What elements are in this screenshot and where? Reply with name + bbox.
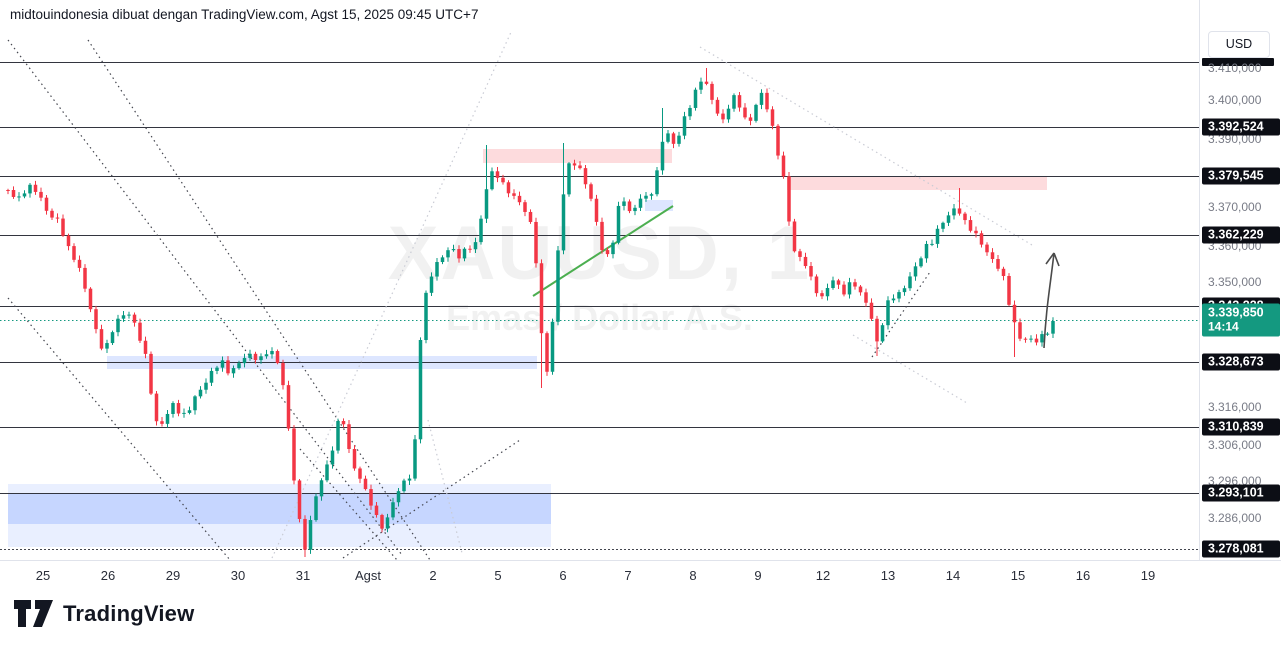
dotted-trendline[interactable] (871, 271, 931, 358)
price-level-label: 3.278,081 (1202, 540, 1280, 558)
price-axis-label: 3.370,000 (1208, 200, 1262, 214)
price-axis-label: 3.410,000 (1208, 61, 1262, 75)
attribution-text: midtouindonesia dibuat dengan TradingVie… (10, 7, 479, 22)
time-axis-label: 29 (165, 568, 181, 583)
price-axis[interactable]: 3.410,000 3.400,000 3.390,000 3.392,524 3.37… (1199, 0, 1281, 560)
price-axis-label: 3.400,000 (1208, 93, 1262, 107)
demand-zone-small (645, 200, 673, 211)
tradingview-logo-text: TradingView (63, 601, 195, 626)
up-arrow-head (1045, 252, 1060, 267)
time-axis-label: 2 (429, 568, 437, 583)
price-level-label: 3.379,545 (1202, 167, 1280, 185)
last-price-label: 3.339,850 14:14 (1202, 303, 1280, 337)
price-axis-label: 3.390,000 (1208, 132, 1262, 146)
price-axis-label: 3.316,000 (1208, 400, 1262, 414)
dotted-trendline[interactable] (87, 39, 431, 561)
time-axis[interactable]: 25 26 29 30 31 Agst 2 5 6 7 8 9 12 13 14 15 16 19 (0, 560, 1281, 591)
supply-zone-2 (787, 177, 1047, 190)
green-trendline[interactable] (532, 205, 674, 297)
clipped-price-label (1202, 58, 1274, 66)
tradingview-logo[interactable]: TradingView (14, 600, 194, 628)
time-axis-label: 25 (35, 568, 51, 583)
dotted-trendline[interactable] (7, 39, 403, 556)
time-axis-label: 30 (230, 568, 246, 583)
time-axis-label: 31 (295, 568, 311, 583)
time-axis-label: 7 (624, 568, 632, 583)
tradingview-logo-icon (14, 600, 53, 627)
price-axis-label: 3.350,000 (1208, 275, 1262, 289)
dotted-trendline[interactable] (342, 439, 521, 559)
time-axis-label: 12 (815, 568, 831, 583)
demand-zone-bottom-inner (8, 494, 551, 524)
demand-zone-bottom-outer (8, 484, 551, 547)
time-axis-label: 9 (754, 568, 762, 583)
price-level-label: 3.310,839 (1202, 418, 1280, 436)
time-axis-label: 13 (880, 568, 896, 583)
candlestick-series (6, 68, 1055, 557)
price-axis-label: 3.286,000 (1208, 511, 1262, 525)
time-axis-label: 5 (494, 568, 502, 583)
dotted-trendline[interactable] (852, 334, 968, 404)
time-axis-label: 6 (559, 568, 567, 583)
bar-countdown: 14:14 (1208, 319, 1239, 334)
price-level-label: 3.362,229 (1202, 226, 1280, 244)
time-axis-label: 14 (945, 568, 961, 583)
time-axis-label: Agst (354, 568, 382, 583)
price-level-label: 3.328,673 (1202, 353, 1280, 371)
supply-zone-1 (483, 149, 672, 163)
dotted-trendline[interactable] (7, 297, 231, 561)
up-arrow-annotation[interactable] (1043, 252, 1055, 349)
price-axis-label: 3.306,000 (1208, 438, 1262, 452)
time-axis-label: 19 (1140, 568, 1156, 583)
time-axis-label: 26 (100, 568, 116, 583)
currency-toggle-button[interactable]: USD (1208, 31, 1270, 58)
dotted-trendline[interactable] (271, 29, 513, 559)
time-axis-label: 8 (689, 568, 697, 583)
time-axis-label: 16 (1075, 568, 1091, 583)
price-level-label: 3.293,101 (1202, 484, 1280, 502)
price-level-label: 3.392,524 (1202, 118, 1280, 136)
dotted-trendline[interactable] (699, 46, 1033, 246)
time-axis-label: 15 (1010, 568, 1026, 583)
last-price-value: 3.339,850 (1208, 305, 1264, 320)
